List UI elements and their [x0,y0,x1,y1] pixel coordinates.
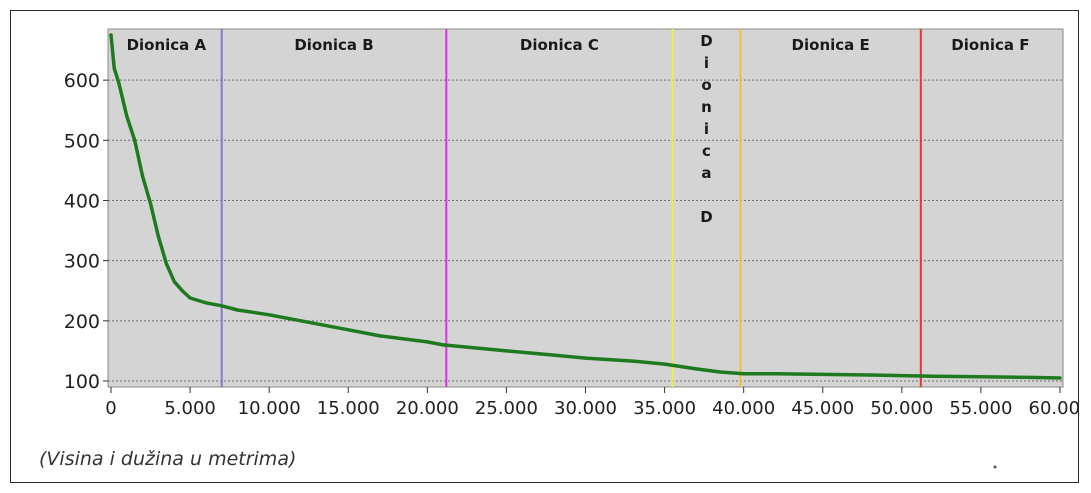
x-tick-label: 30.000 [554,398,617,419]
segment-label-letter: D [700,208,712,226]
data-point [1058,376,1062,380]
x-tick-label: 50.000 [870,398,933,419]
x-tick-label: 5.000 [164,398,216,419]
x-axis: 0 5.000 10.000 15.000 20.000 25.000 30.000 35.0… [105,387,1091,419]
data-point [220,304,224,308]
axis-caption: (Visina i dužina u metrima) [39,448,296,470]
data-point [117,81,121,85]
y-tick-label: 400 [64,190,100,212]
data-point [315,322,319,326]
data-point [148,201,153,206]
gridlines [108,79,1063,382]
x-tick-label: 20.000 [396,398,459,419]
segment-label-letter: c [702,142,711,160]
data-point [900,374,904,378]
x-tick-label: 40.000 [712,398,775,419]
data-point [112,66,116,70]
data-point [141,174,145,178]
elevation-profile-chart: 100 200 300 400 500 600 0 5.000 10.000 15.000 20.… [39,28,1091,470]
series-group [109,33,1062,380]
data-point [299,319,303,323]
y-tick-label: 200 [64,311,100,333]
data-point [868,373,872,377]
y-axis: 100 200 300 400 500 600 [64,70,108,393]
data-point [188,296,192,300]
segment-label: Dionica B [294,36,373,54]
data-point [346,328,350,332]
data-point [979,375,983,379]
data-point [931,374,936,378]
data-point [164,262,168,266]
x-tick-label: 35.000 [633,398,696,419]
data-point [694,367,698,371]
data-point [663,362,667,366]
x-tick-label: 10.000 [238,398,301,419]
data-point [583,356,588,360]
stray-dot [993,465,997,469]
chart-frame: 100 200 300 400 500 600 0 5.000 10.000 15.000 20.… [10,10,1091,483]
segment-label-letter: i [704,120,709,138]
segment-label: Dionica A [127,36,207,54]
plot-area [107,28,1064,388]
y-tick-label: 300 [64,251,100,273]
data-point [631,359,635,363]
segment-label: Dionica C [520,36,599,54]
data-point [552,353,556,357]
x-tick-label: 0 [105,398,116,419]
segment-label: Dionica E [792,36,870,54]
segment-label: Dionica F [951,36,1029,54]
y-tick-label: 500 [64,130,100,152]
segment-label-letter: D [700,32,712,50]
data-point [425,340,429,344]
data-point [821,372,825,376]
segment-boundaries [220,29,922,387]
segment-label-letter: a [701,164,711,182]
data-point [473,346,477,350]
data-point [718,370,722,374]
data-point [504,349,508,353]
data-point [125,114,129,118]
y-tick-label: 600 [64,70,100,92]
data-point [1026,375,1030,379]
x-tick-label: 60.000 [1029,398,1078,419]
data-point [180,289,184,293]
data-point [172,280,176,284]
data-point [742,372,746,376]
data-point [133,138,137,142]
data-point [235,308,240,312]
x-tick-label: 55.000 [949,398,1012,419]
x-tick-label: 15.000 [317,398,380,419]
x-tick-label: 25.000 [475,398,538,419]
data-point [204,301,208,305]
data-point [773,372,777,376]
x-tick-label: 45.000 [791,398,854,419]
segment-label-letter: i [704,54,709,72]
data-point [109,33,113,37]
segment-label-letter: o [701,76,711,94]
segment-label-letter: n [701,98,712,116]
y-tick-label: 100 [64,371,100,393]
data-point [156,235,160,239]
data-point [441,343,445,347]
data-point [267,313,271,317]
segment-labels: Dionica A Dionica B Dionica C DionicaDDioni… [127,32,1030,226]
data-point [378,334,382,338]
